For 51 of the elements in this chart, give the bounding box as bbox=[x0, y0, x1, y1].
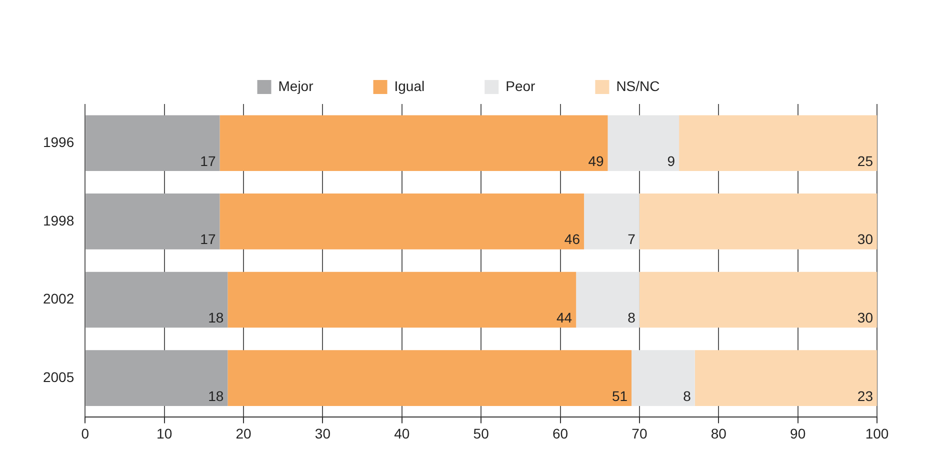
bar bbox=[632, 350, 695, 406]
bar bbox=[86, 115, 220, 172]
x-tick-label: 90 bbox=[790, 425, 806, 442]
legend-label: Peor bbox=[506, 78, 536, 94]
bar bbox=[679, 115, 877, 172]
data-label: 17 bbox=[200, 231, 216, 248]
data-label: 30 bbox=[857, 231, 874, 248]
x-tick-label: 40 bbox=[394, 425, 410, 442]
x-tick-label: 0 bbox=[81, 425, 90, 442]
bar bbox=[639, 272, 877, 328]
data-label: 18 bbox=[208, 310, 224, 326]
data-label: 44 bbox=[556, 310, 572, 326]
legend-label: Mejor bbox=[278, 78, 314, 94]
bar bbox=[694, 350, 877, 406]
bar bbox=[608, 115, 680, 172]
y-tick-label: 2002 bbox=[42, 290, 74, 307]
x-tick-label: 30 bbox=[314, 425, 331, 442]
bar bbox=[220, 115, 608, 172]
bar bbox=[86, 272, 228, 328]
bar bbox=[220, 194, 584, 250]
data-label: 51 bbox=[612, 388, 628, 404]
data-label: 8 bbox=[683, 388, 692, 404]
x-tick-label: 10 bbox=[156, 425, 172, 442]
bar bbox=[86, 350, 228, 406]
bar bbox=[228, 272, 576, 328]
y-tick-label: 1998 bbox=[42, 212, 74, 228]
data-label: 23 bbox=[857, 388, 874, 404]
data-label: 30 bbox=[857, 310, 874, 326]
x-tick-label: 20 bbox=[236, 425, 252, 442]
data-label: 49 bbox=[588, 152, 604, 169]
bar bbox=[584, 194, 640, 250]
data-label: 18 bbox=[208, 388, 224, 404]
data-label: 9 bbox=[667, 152, 676, 169]
legend-label: Igual bbox=[394, 78, 425, 94]
y-tick-label: 1996 bbox=[42, 134, 74, 150]
data-label: 17 bbox=[200, 152, 216, 169]
x-tick-label: 70 bbox=[632, 425, 648, 442]
bar bbox=[228, 350, 632, 406]
data-label: 7 bbox=[628, 231, 636, 248]
data-label: 46 bbox=[564, 231, 580, 248]
x-tick-label: 100 bbox=[865, 425, 889, 442]
y-tick-label: 2005 bbox=[42, 368, 74, 385]
legend-label: NS/NC bbox=[616, 78, 660, 94]
bar bbox=[576, 272, 640, 328]
bar bbox=[639, 194, 877, 250]
bar bbox=[86, 194, 220, 250]
x-tick-label: 60 bbox=[552, 425, 568, 442]
x-tick-label: 80 bbox=[710, 425, 727, 442]
x-tick-label: 50 bbox=[473, 425, 490, 442]
data-label: 25 bbox=[857, 152, 874, 169]
data-label: 8 bbox=[628, 310, 636, 326]
